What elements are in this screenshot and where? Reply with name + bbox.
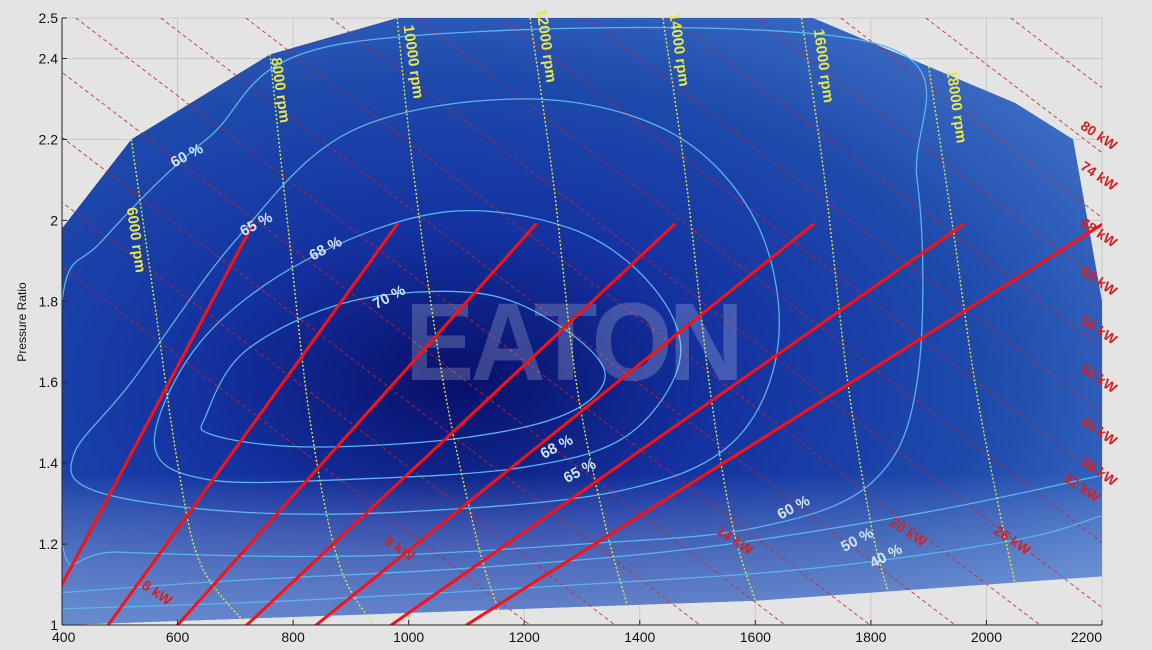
- x-tick-label: 400: [52, 629, 76, 645]
- operating-line: [245, 222, 676, 625]
- efficiency-contour: [62, 26, 928, 565]
- y-tick-label: 1.2: [39, 536, 59, 552]
- y-tick-label: 2.2: [39, 131, 59, 147]
- speed-line: [928, 66, 1016, 585]
- power-line-label: 74 kW: [1078, 158, 1121, 194]
- x-tick-label: 1800: [855, 629, 886, 645]
- y-tick-label: 1.6: [39, 374, 59, 390]
- operating-line: [464, 222, 1102, 625]
- x-tick-label: 1600: [740, 629, 771, 645]
- efficiency-contour: [200, 290, 606, 448]
- speed-line: [396, 18, 502, 618]
- y-tick-label: 2.4: [39, 50, 59, 66]
- operating-line: [314, 222, 815, 625]
- operating-line: [62, 222, 255, 586]
- x-tick-label: 1000: [393, 629, 424, 645]
- y-tick-label: 1.8: [39, 293, 59, 309]
- efficiency-contour: [153, 210, 682, 484]
- power-line-label: 80 kW: [1078, 117, 1121, 153]
- y-tick-label: 2: [50, 212, 58, 228]
- efficiency-contour: [62, 474, 1102, 594]
- x-tick-label: 2200: [1071, 629, 1102, 645]
- y-axis-label: Pressure Ratio: [15, 282, 29, 362]
- operating-lines: [62, 222, 1102, 625]
- speed-line: [269, 54, 375, 625]
- speed-line: [130, 139, 248, 625]
- operating-line: [389, 222, 965, 625]
- x-tick-label: 2000: [971, 629, 1002, 645]
- speed-line: [662, 18, 756, 601]
- x-tick-label: 600: [166, 629, 190, 645]
- operating-line: [176, 222, 538, 625]
- x-tick-label: 1400: [624, 629, 655, 645]
- x-tick-label: 1200: [509, 629, 540, 645]
- y-tick-label: 1.4: [39, 455, 59, 471]
- axes: 400 600 800 1000 1200 1400 1600 1800 2000 2200 1 1.…: [39, 10, 1103, 645]
- watermark-logo: EATON: [405, 281, 740, 404]
- y-tick-label: 1: [50, 617, 58, 633]
- efficiency-contour: [62, 515, 1102, 610]
- speed-line: [800, 18, 889, 593]
- x-tick-label: 800: [281, 629, 305, 645]
- operating-line: [106, 222, 399, 625]
- y-tick-label: 2.5: [39, 10, 59, 26]
